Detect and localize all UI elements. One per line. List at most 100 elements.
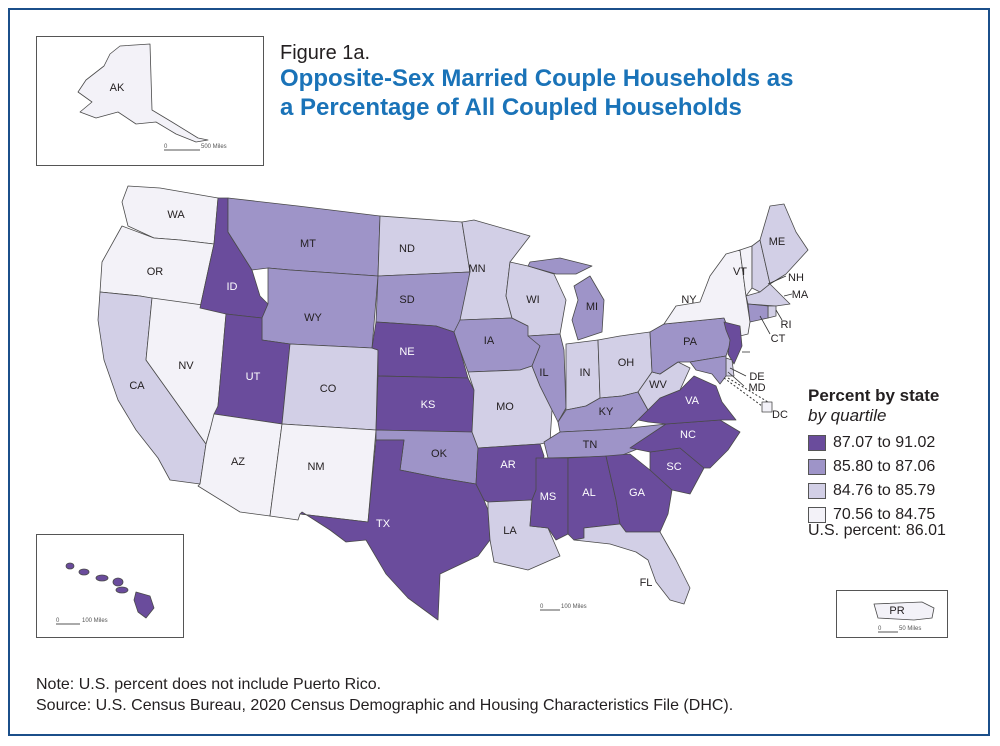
us-percent: U.S. percent: 86.01 [808,522,946,539]
legend-label-q1: 70.56 to 84.75 [833,506,936,523]
legend-subtitle: by quartile [808,406,887,425]
label-MO: MO [496,401,514,413]
state-labels: WA OR CA NV ID MT WY UT AZ CO NM ND SD N… [104,82,905,617]
note-text: Note: U.S. percent does not include Puer… [36,676,382,693]
label-MN: MN [468,263,485,275]
label-NE: NE [399,346,414,358]
legend-label-q3: 85.80 to 87.06 [833,458,936,475]
legend-item-q2: 84.76 to 85.79 [808,480,978,502]
label-MI: MI [586,301,598,313]
state-IA [453,317,541,373]
scale-alaska-distance: 500 Miles [201,144,227,150]
label-NJ: NJ [753,347,766,359]
notes: Note: U.S. percent does not include Puer… [36,674,733,716]
label-CT: CT [771,333,786,345]
state-DC [761,401,773,413]
label-NM: NM [307,461,324,473]
state-CO [281,343,379,431]
scale-bar-puerto-rico: 0 50 Miles [878,626,921,633]
state-PR [873,601,935,621]
label-IA: IA [484,335,495,347]
legend-item-q1: 70.56 to 84.75 [808,504,978,526]
state-WY [261,267,379,349]
legend-label-q2: 84.76 to 85.79 [833,482,936,499]
state-AR [475,443,545,503]
label-WY: WY [304,312,322,324]
legend-title: Percent by state [808,386,940,405]
scale-bar-hawaii: 0 100 Miles [56,618,108,625]
label-WA: WA [167,209,185,221]
label-HI: HI [104,583,115,595]
legend-item-q4: 87.07 to 91.02 [808,432,978,454]
label-KY: KY [599,406,614,418]
legend-swatch-q1 [808,507,826,523]
state-TX [299,439,491,621]
state-AK [77,43,209,143]
label-VA: VA [685,395,700,407]
label-AK: AK [110,82,125,94]
small-state-leaders [727,275,793,387]
label-CA: CA [129,380,145,392]
label-MA: MA [792,289,809,301]
label-OR: OR [147,266,164,278]
label-TX: TX [376,518,391,530]
state-GA [605,453,673,533]
label-TN: TN [583,439,598,451]
legend-swatch-q3 [808,459,826,475]
label-NY: NY [681,294,697,306]
label-DC: DC [772,409,788,421]
label-MS: MS [540,491,557,503]
label-WI: WI [526,294,539,306]
scale-hawaii-zero: 0 [56,618,60,624]
legend-swatch-q4 [808,435,826,451]
label-PR: PR [889,605,904,617]
state-NM [269,423,377,523]
state-MD [689,355,727,385]
label-MD: MD [748,382,765,394]
state-FL [573,523,691,605]
label-RI: RI [781,319,792,331]
label-OH: OH [618,357,635,369]
figure-title: Opposite-Sex Married Couple Households a… [280,65,794,121]
state-MI-upper [527,257,593,275]
label-NV: NV [178,360,194,372]
scale-pr-zero: 0 [878,626,882,632]
state-ND [377,215,471,277]
state-NJ [723,321,743,365]
state-RI [767,305,777,319]
scale-alaska-zero: 0 [164,144,168,150]
label-ID: ID [227,281,238,293]
scale-bar-alaska: 0 500 Miles [164,144,227,151]
legend-swatch-q2 [808,483,826,499]
legend-label-q4: 87.07 to 91.02 [833,434,936,451]
label-IL: IL [539,367,548,379]
label-CO: CO [320,383,337,395]
label-ME: ME [769,236,786,248]
scale-mainland-distance: 100 Miles [561,604,587,610]
label-GA: GA [629,487,646,499]
label-ND: ND [399,243,415,255]
scale-mainland-zero: 0 [540,604,544,610]
state-MI [571,275,605,341]
label-SD: SD [399,294,414,306]
label-SC: SC [666,461,681,473]
label-DE: DE [749,371,764,383]
label-AR: AR [500,459,515,471]
label-KS: KS [421,399,436,411]
label-LA: LA [503,525,517,537]
scale-hawaii-distance: 100 Miles [82,618,108,624]
label-WV: WV [649,379,667,391]
label-VT: VT [733,266,747,278]
label-NC: NC [680,429,696,441]
hawaii-inset [36,534,184,638]
state-HI [65,562,155,619]
state-CT [747,303,769,323]
scale-bar-mainland: 0 100 Miles [540,604,587,611]
label-OK: OK [431,448,448,460]
state-MT [227,197,381,277]
label-MT: MT [300,238,316,250]
label-UT: UT [246,371,261,383]
figure-label: Figure 1a. [280,42,371,64]
label-NH: NH [788,272,804,284]
